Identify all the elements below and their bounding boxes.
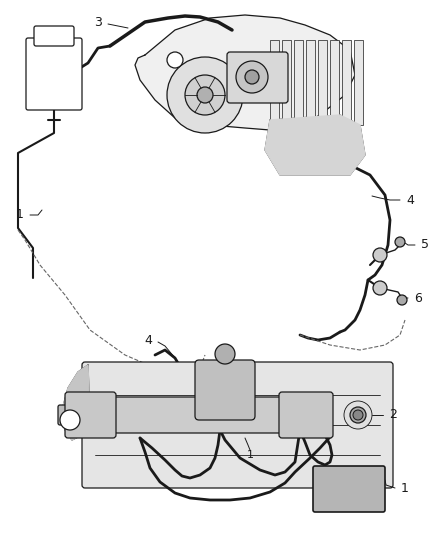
- Text: 1: 1: [401, 481, 409, 495]
- FancyBboxPatch shape: [82, 362, 393, 488]
- FancyBboxPatch shape: [279, 392, 333, 438]
- Circle shape: [236, 61, 268, 93]
- FancyBboxPatch shape: [294, 40, 303, 125]
- FancyBboxPatch shape: [65, 392, 116, 438]
- FancyBboxPatch shape: [354, 40, 363, 125]
- Text: 1: 1: [16, 208, 24, 222]
- Circle shape: [353, 410, 363, 420]
- FancyBboxPatch shape: [342, 40, 351, 125]
- FancyBboxPatch shape: [313, 466, 385, 512]
- FancyBboxPatch shape: [330, 40, 339, 125]
- Circle shape: [60, 410, 80, 430]
- Circle shape: [215, 344, 235, 364]
- Circle shape: [245, 70, 259, 84]
- FancyBboxPatch shape: [286, 405, 322, 425]
- Text: 5: 5: [421, 238, 429, 252]
- Text: 1: 1: [247, 450, 254, 460]
- FancyBboxPatch shape: [26, 38, 82, 110]
- Circle shape: [197, 87, 213, 103]
- Text: 2: 2: [389, 408, 397, 422]
- FancyBboxPatch shape: [58, 405, 94, 425]
- Polygon shape: [135, 15, 355, 130]
- Circle shape: [395, 237, 405, 247]
- Text: 4: 4: [406, 193, 414, 206]
- FancyBboxPatch shape: [195, 360, 255, 420]
- Circle shape: [167, 52, 183, 68]
- Text: 4: 4: [144, 334, 152, 346]
- Circle shape: [344, 401, 372, 429]
- Polygon shape: [62, 365, 90, 440]
- Circle shape: [185, 75, 225, 115]
- FancyBboxPatch shape: [318, 40, 327, 125]
- Circle shape: [373, 248, 387, 262]
- FancyBboxPatch shape: [282, 40, 291, 125]
- Circle shape: [397, 295, 407, 305]
- FancyBboxPatch shape: [34, 26, 74, 46]
- Polygon shape: [265, 115, 365, 175]
- FancyBboxPatch shape: [227, 52, 288, 103]
- Circle shape: [350, 407, 366, 423]
- Circle shape: [373, 281, 387, 295]
- Circle shape: [167, 57, 243, 133]
- FancyBboxPatch shape: [306, 40, 315, 125]
- Text: 6: 6: [414, 292, 422, 304]
- FancyBboxPatch shape: [270, 40, 279, 125]
- FancyBboxPatch shape: [86, 397, 294, 433]
- Text: 3: 3: [94, 15, 102, 28]
